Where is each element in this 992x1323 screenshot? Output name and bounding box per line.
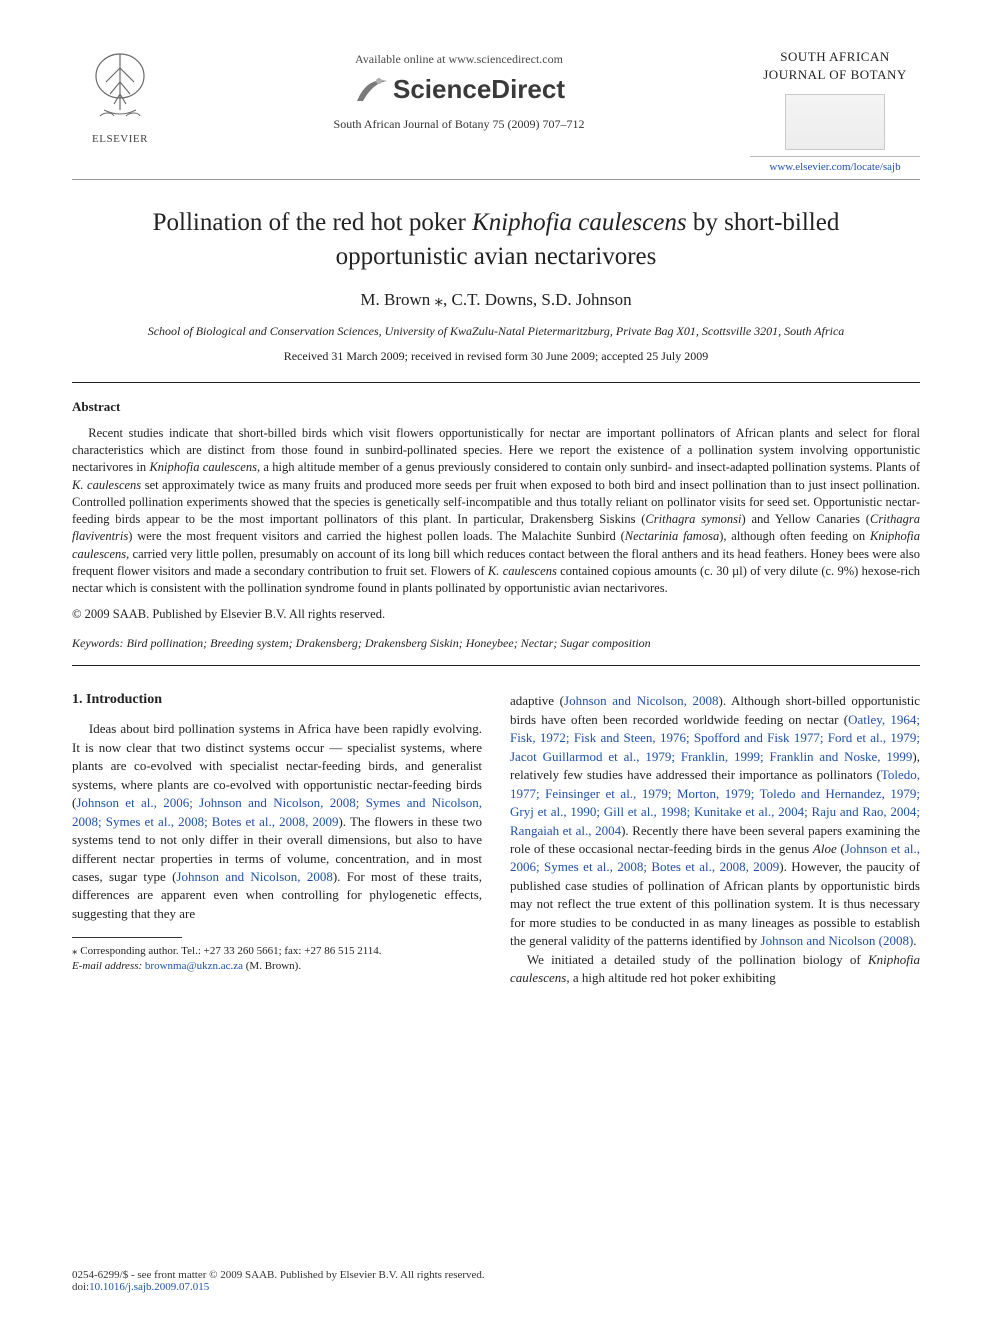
abstract-top-rule [72, 382, 920, 383]
publisher-logo-block: ELSEVIER [72, 48, 168, 145]
footnote-corr: ⁎ Corresponding author. Tel.: +27 33 260… [72, 944, 482, 959]
sciencedirect-wordmark: ScienceDirect [393, 74, 565, 105]
r-p1-c5[interactable]: Johnson and Nicolson (2008) [761, 933, 914, 948]
available-online-text: Available online at www.sciencedirect.co… [168, 52, 750, 67]
abstract-bottom-rule [72, 665, 920, 666]
r-p1-a: adaptive ( [510, 693, 564, 708]
sciencedirect-logo: ScienceDirect [353, 71, 565, 107]
r-p1-i1: Aloe [813, 841, 837, 856]
page-footer: 0254-6299/$ - see front matter © 2009 SA… [72, 1269, 920, 1293]
abstract-body: Recent studies indicate that short-bille… [72, 425, 920, 598]
footer-copyright: 0254-6299/$ - see front matter © 2009 SA… [72, 1269, 920, 1281]
body-columns: 1. Introduction Ideas about bird pollina… [72, 692, 920, 987]
corresponding-author-footnote: ⁎ Corresponding author. Tel.: +27 33 260… [72, 944, 482, 974]
section-1-heading: 1. Introduction [72, 692, 482, 708]
sciencedirect-swoosh-icon [353, 71, 389, 107]
journal-header: ELSEVIER Available online at www.science… [72, 48, 920, 173]
title-species: Kniphofia caulescens [472, 209, 687, 236]
doi-label: doi: [72, 1281, 89, 1293]
keywords-line: Keywords: Bird pollination; Breeding sys… [72, 636, 920, 651]
publisher-label: ELSEVIER [72, 133, 168, 145]
abs-t10: ), although often feeding on [719, 529, 870, 543]
affiliation: School of Biological and Conservation Sc… [72, 324, 920, 339]
abs-t6: ) and Yellow Canaries ( [742, 512, 870, 526]
journal-reference: South African Journal of Botany 75 (2009… [168, 117, 750, 132]
footnote-rule [72, 937, 182, 938]
footnote-email-label: E-mail address: [72, 960, 142, 972]
abs-i13: K. caulescens [488, 564, 557, 578]
right-body-text: adaptive (Johnson and Nicolson, 2008). A… [510, 692, 920, 987]
l-p1-c2[interactable]: Johnson and Nicolson, 2008 [176, 869, 332, 884]
left-body-text: Ideas about bird pollination systems in … [72, 720, 482, 923]
journal-name-line2: JOURNAL OF BOTANY [750, 66, 920, 84]
title-pre: Pollination of the red hot poker [153, 209, 472, 236]
journal-locate-url[interactable]: www.elsevier.com/locate/sajb [750, 156, 920, 173]
footnote-email[interactable]: brownma@ukzn.ac.za [145, 960, 243, 972]
r-p1-e: ( [837, 841, 845, 856]
abstract-copyright: © 2009 SAAB. Published by Elsevier B.V. … [72, 607, 920, 622]
article-dates: Received 31 March 2009; received in revi… [72, 349, 920, 364]
abs-i3: K. caulescens [72, 478, 141, 492]
header-rule [72, 179, 920, 180]
abs-i1: Kniphofia caulescens [149, 460, 256, 474]
journal-name: SOUTH AFRICAN JOURNAL OF BOTANY [750, 48, 920, 94]
journal-cover-thumbnail [785, 94, 885, 150]
r-p2-a: We initiated a detailed study of the pol… [527, 952, 868, 967]
journal-name-line1: SOUTH AFRICAN [750, 48, 920, 66]
center-header: Available online at www.sciencedirect.co… [168, 48, 750, 132]
doi-link[interactable]: 10.1016/j.sajb.2009.07.015 [89, 1281, 209, 1293]
footnote-email-after: (M. Brown). [243, 960, 301, 972]
abs-i9: Nectarinia famosa [625, 529, 719, 543]
abs-t8: ) were the most frequent visitors and ca… [128, 529, 625, 543]
article-title: Pollination of the red hot poker Kniphof… [92, 206, 900, 274]
left-column: 1. Introduction Ideas about bird pollina… [72, 692, 482, 987]
journal-brand-box: SOUTH AFRICAN JOURNAL OF BOTANY www.else… [750, 48, 920, 173]
elsevier-tree-icon [84, 48, 156, 126]
right-column: adaptive (Johnson and Nicolson, 2008). A… [510, 692, 920, 987]
r-p1-g: . [913, 933, 916, 948]
abs-t2: , a high altitude member of a genus prev… [257, 460, 920, 474]
abs-i5: Crithagra symonsi [645, 512, 741, 526]
r-p1-c1[interactable]: Johnson and Nicolson, 2008 [564, 693, 719, 708]
keywords-value: Bird pollination; Breeding system; Drake… [124, 636, 651, 650]
abstract-heading: Abstract [72, 399, 920, 415]
r-p2-b: , a high altitude red hot poker exhibiti… [566, 970, 775, 985]
keywords-label: Keywords: [72, 636, 124, 650]
author-list: M. Brown ⁎, C.T. Downs, S.D. Johnson [72, 290, 920, 310]
